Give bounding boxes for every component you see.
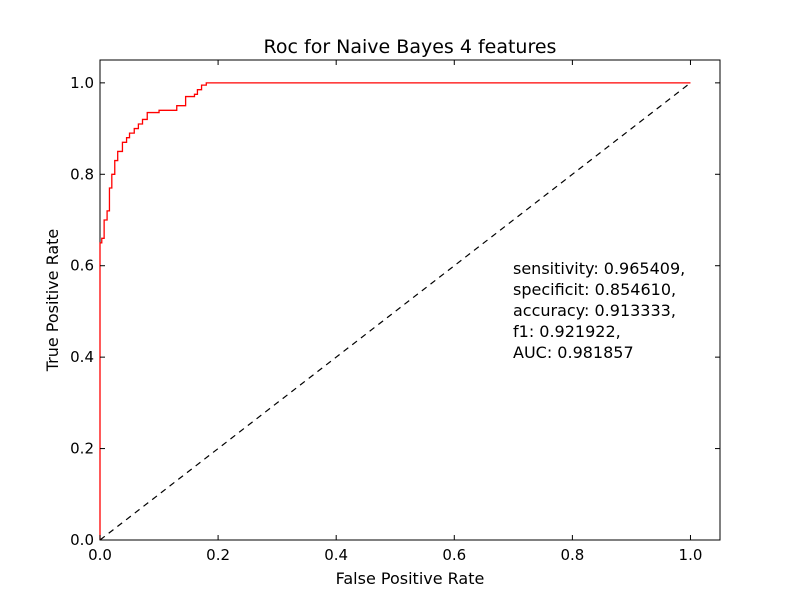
x-tick-label: 0.8	[560, 546, 584, 564]
x-tick-label: 0.6	[442, 546, 466, 564]
annotation-line-specificity: specificit: 0.854610,	[513, 280, 676, 299]
x-tick-label: 0.0	[88, 546, 112, 564]
annotation-line-auc: AUC: 0.981857	[513, 343, 634, 362]
annotation-line-accuracy: accuracy: 0.913333,	[513, 301, 676, 320]
plot-frame	[99, 59, 721, 541]
y-tick-label: 1.0	[70, 74, 94, 92]
y-tick-label: 0.0	[70, 531, 94, 549]
x-tick-label: 1.0	[679, 546, 703, 564]
annotation-line-f1: f1: 0.921922,	[513, 322, 621, 341]
metrics-annotation: sensitivity: 0.965409, specificit: 0.854…	[513, 259, 685, 362]
y-tick-label: 0.8	[70, 165, 94, 183]
y-tick-label: 0.4	[70, 348, 94, 366]
chart-title: Roc for Naive Bayes 4 features	[264, 36, 557, 58]
x-tick-label: 0.4	[324, 546, 348, 564]
diagonal-reference-line	[99, 82, 691, 541]
y-axis-label: True Positive Rate	[43, 229, 62, 373]
roc-curve-line	[99, 82, 691, 540]
x-axis-label: False Positive Rate	[336, 569, 485, 588]
x-tick-label: 0.2	[206, 546, 230, 564]
y-axis-ticks: 0.0 0.2 0.4 0.6 0.8 1.0	[70, 74, 720, 549]
x-axis-ticks: 0.0 0.2 0.4 0.6 0.8 1.0	[88, 60, 702, 564]
y-tick-label: 0.6	[70, 257, 94, 275]
y-tick-label: 0.2	[70, 440, 94, 458]
annotation-line-sensitivity: sensitivity: 0.965409,	[513, 259, 685, 278]
plot-area	[99, 59, 721, 541]
